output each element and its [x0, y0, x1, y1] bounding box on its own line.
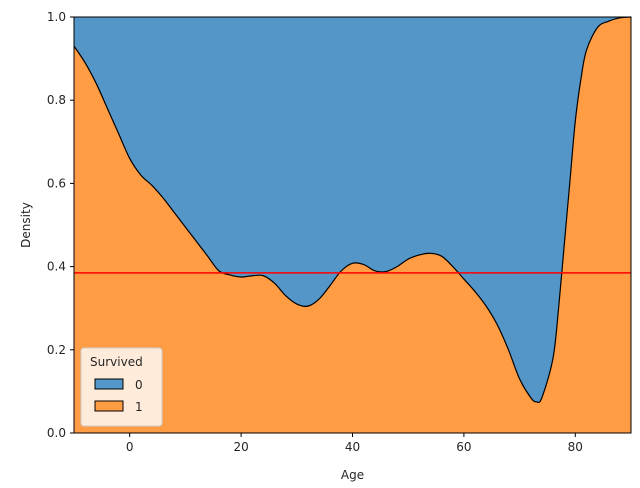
- legend-swatch: [94, 378, 124, 390]
- x-tick-label: 20: [233, 440, 248, 454]
- x-tick-label: 40: [345, 440, 360, 454]
- x-tick-label: 0: [126, 440, 134, 454]
- y-tick-label: 0.6: [47, 176, 66, 190]
- legend-swatch: [94, 400, 124, 412]
- legend: Survived 01: [80, 347, 163, 427]
- x-axis-label: Age: [341, 468, 364, 482]
- y-tick-label: 0.2: [47, 343, 66, 357]
- boundary-line: [73, 16, 632, 404]
- x-tick-label: 60: [456, 440, 471, 454]
- y-axis-label: Density: [19, 202, 33, 248]
- area-survived-0: [74, 17, 631, 403]
- y-tick-label: 0.0: [47, 426, 66, 440]
- legend-label: 1: [135, 400, 143, 414]
- y-tick-label: 0.4: [47, 260, 66, 274]
- y-tick-label: 0.8: [47, 93, 66, 107]
- x-tick-label: 80: [568, 440, 583, 454]
- area-survived-1: [74, 17, 631, 433]
- y-axis: 0.0 0.2 0.4 0.6 0.8 1.0: [47, 10, 74, 440]
- x-axis: 0 20 40 60 80: [126, 433, 583, 454]
- y-tick-label: 1.0: [47, 10, 66, 24]
- legend-entries: 01: [94, 378, 143, 414]
- legend-title: Survived: [90, 355, 143, 369]
- legend-label: 0: [135, 378, 143, 392]
